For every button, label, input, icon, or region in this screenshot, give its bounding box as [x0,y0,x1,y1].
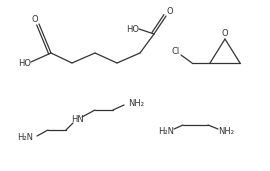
Text: NH₂: NH₂ [128,100,144,109]
Text: HN: HN [71,115,83,124]
Text: H₂N: H₂N [158,127,174,135]
Text: O: O [167,6,173,16]
Text: HO: HO [19,58,32,68]
Text: O: O [32,15,38,23]
Text: HO: HO [127,25,140,35]
Text: Cl: Cl [172,48,180,56]
Text: O: O [222,29,228,37]
Text: NH₂: NH₂ [218,127,234,135]
Text: H₂N: H₂N [17,134,33,142]
